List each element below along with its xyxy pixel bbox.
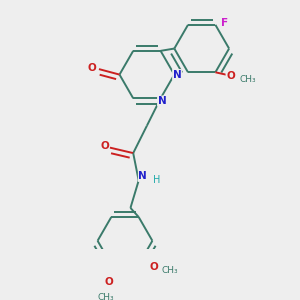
Text: O: O bbox=[149, 262, 158, 272]
Text: N: N bbox=[138, 171, 147, 182]
Text: F: F bbox=[221, 19, 229, 28]
Text: CH₃: CH₃ bbox=[239, 75, 256, 84]
Text: N: N bbox=[158, 96, 166, 106]
Text: N: N bbox=[173, 70, 182, 80]
Text: O: O bbox=[226, 71, 235, 81]
Text: CH₃: CH₃ bbox=[98, 293, 114, 300]
Text: O: O bbox=[88, 63, 97, 73]
Text: O: O bbox=[100, 141, 109, 151]
Text: CH₃: CH₃ bbox=[162, 266, 178, 275]
Text: O: O bbox=[104, 277, 113, 287]
Text: H: H bbox=[153, 176, 160, 185]
